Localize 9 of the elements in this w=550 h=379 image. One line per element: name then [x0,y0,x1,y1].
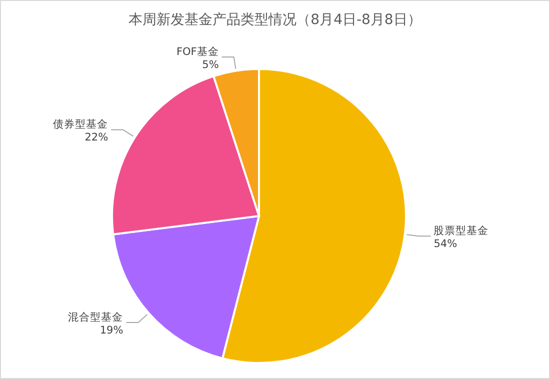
data-label: 5% [202,58,219,71]
slice-label: 混合型基金 [68,310,124,324]
slice-label: 债券型基金 [53,118,108,131]
data-label: 19% [100,324,124,336]
data-label: 22% [84,132,108,144]
slice-label: FOF基金 [176,44,219,58]
chart-title: 本周新发基金产品类型情况（8月4日-8月8日） [128,12,422,28]
slice-label: 股票型基金 [434,224,489,238]
data-label: 54% [434,238,458,250]
